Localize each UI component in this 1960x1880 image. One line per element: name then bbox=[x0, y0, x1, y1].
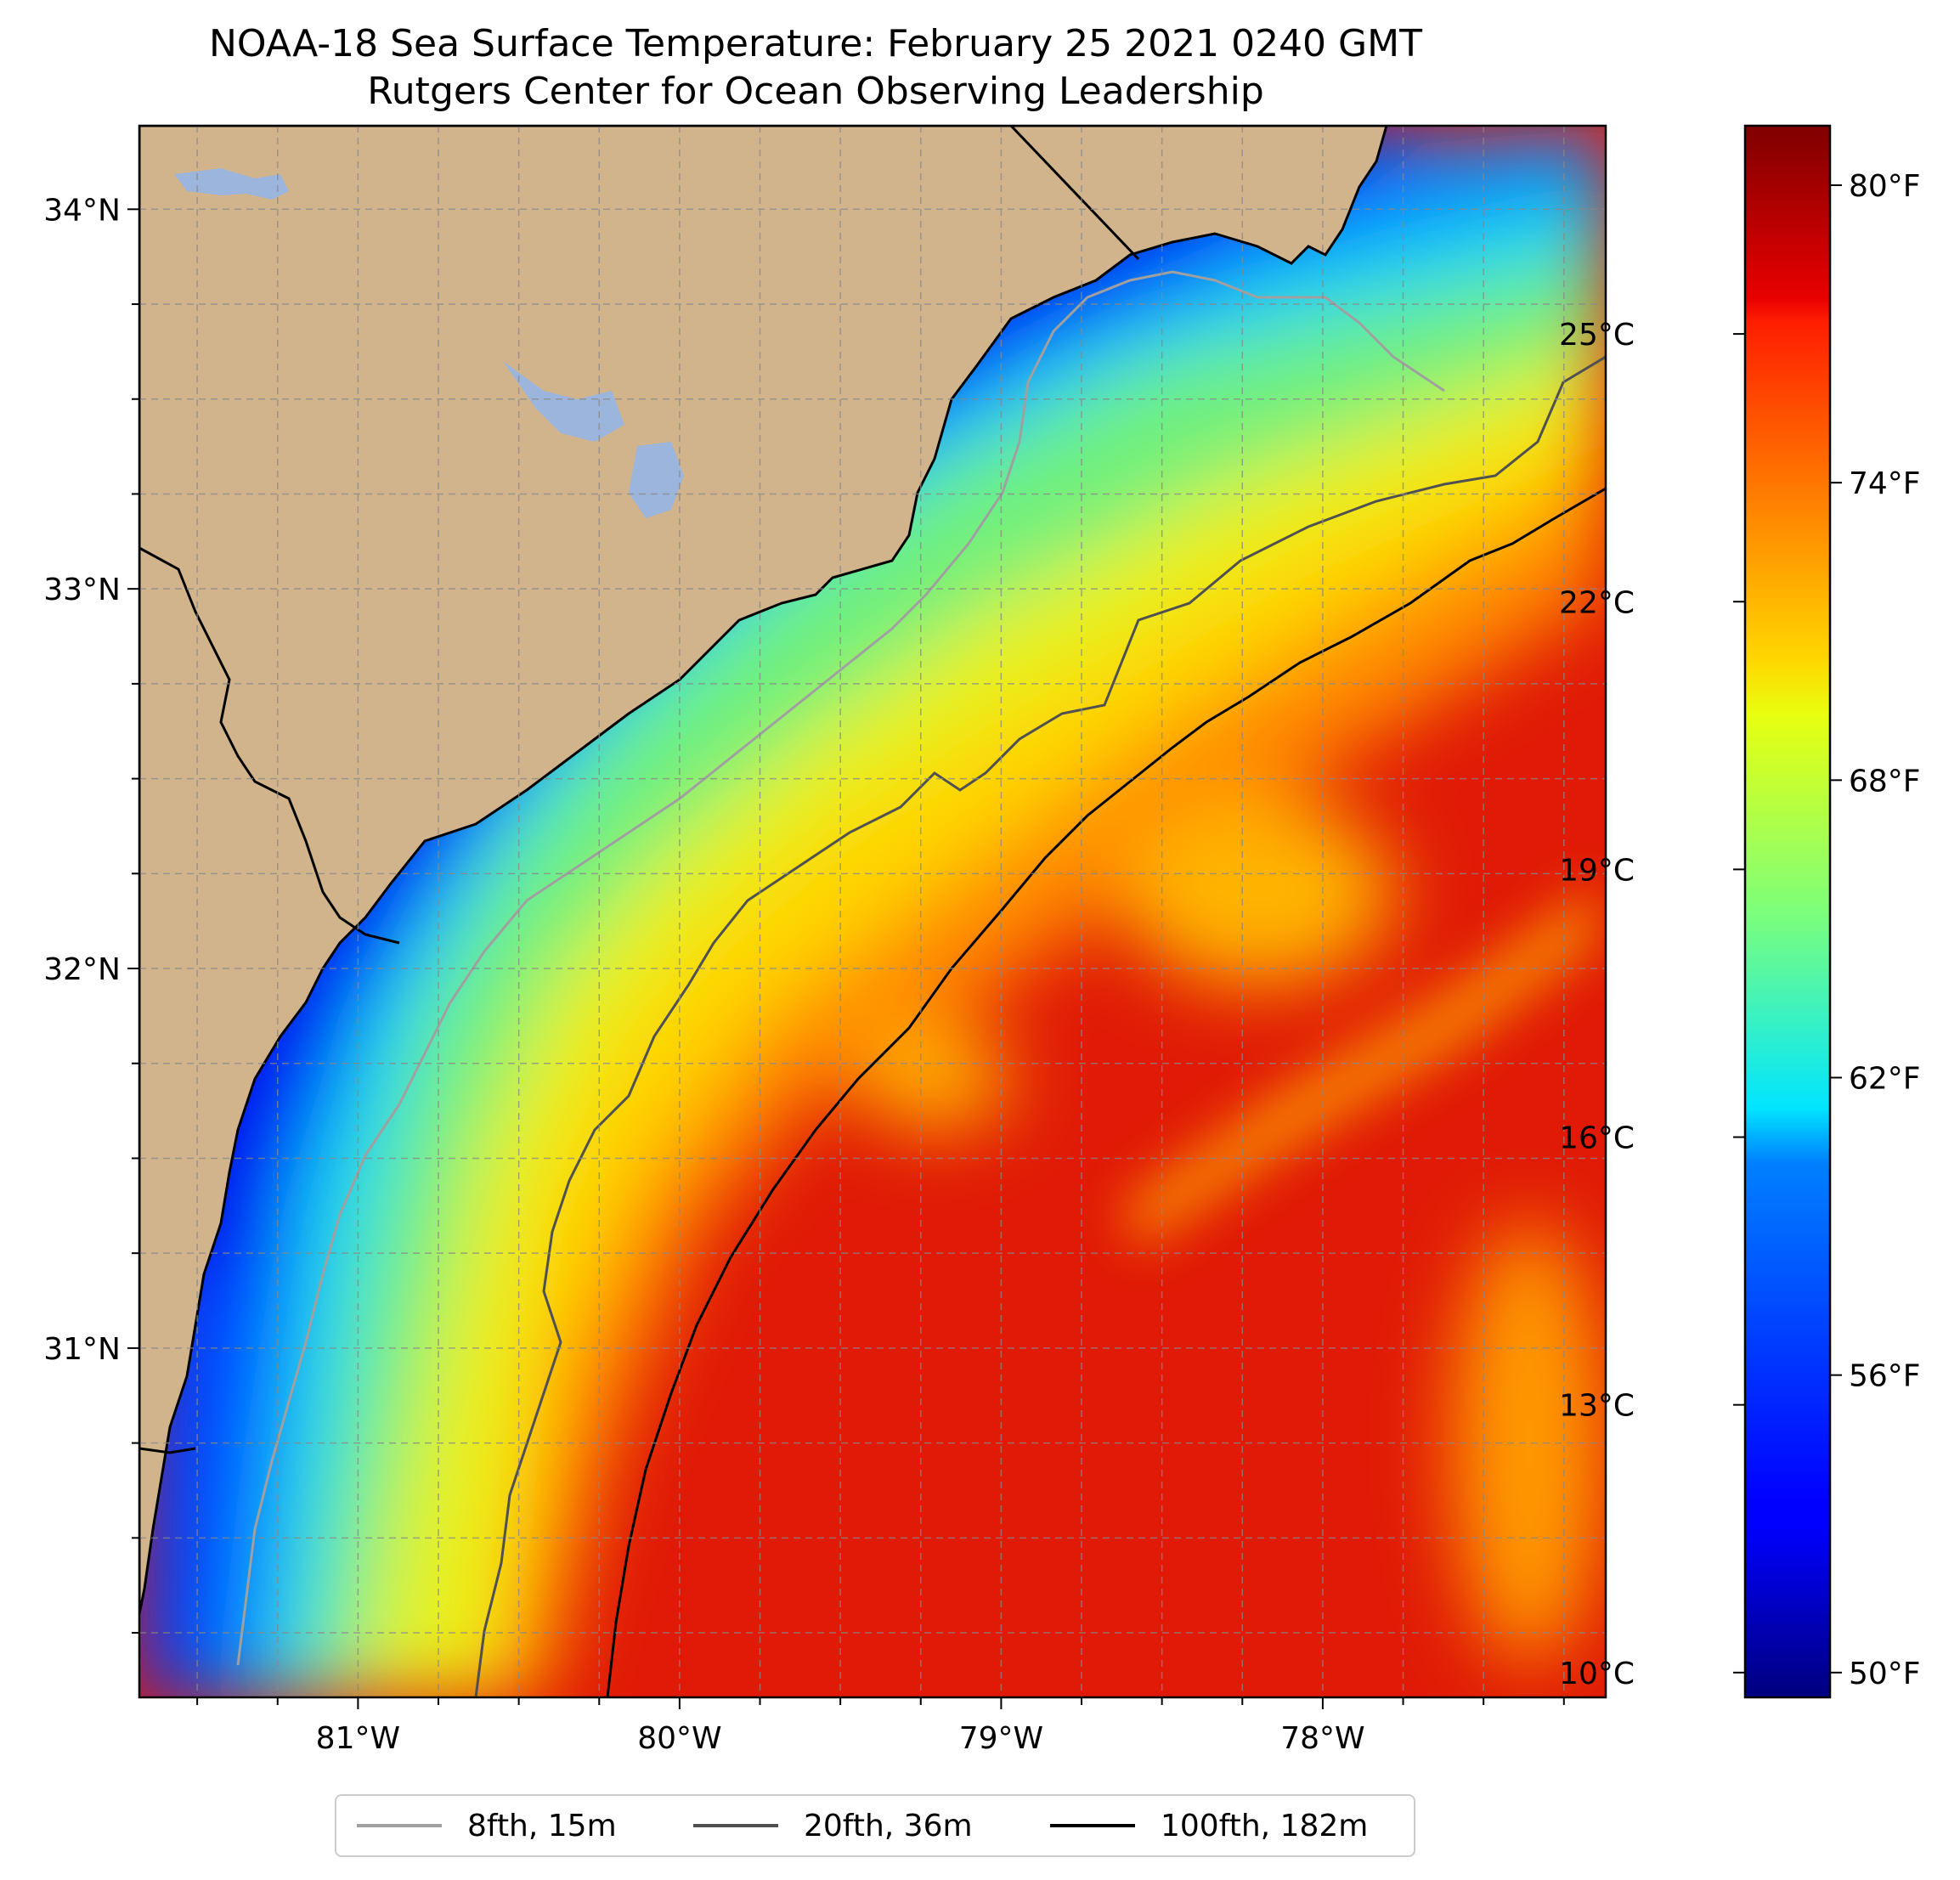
chart-title: NOAA-18 Sea Surface Temperature: Februar… bbox=[209, 22, 1422, 65]
y-tick-label: 33°N bbox=[43, 573, 121, 607]
x-tick-label: 78°W bbox=[1280, 1721, 1364, 1756]
chart-subtitle: Rutgers Center for Ocean Observing Leade… bbox=[367, 70, 1264, 113]
gridlines bbox=[139, 126, 1606, 1697]
colorbar-c-label: 16°C bbox=[1559, 1121, 1635, 1156]
lake bbox=[174, 168, 289, 200]
legend-swatch bbox=[693, 1824, 778, 1827]
colorbar-c-label: 10°C bbox=[1559, 1657, 1635, 1691]
legend-item-20fth: 20fth, 36m bbox=[693, 1796, 973, 1855]
x-tick-label: 81°W bbox=[316, 1721, 400, 1756]
lake bbox=[503, 361, 624, 442]
legend-swatch bbox=[1050, 1824, 1135, 1827]
map-body bbox=[139, 126, 1606, 1697]
colorbar-f-label: 62°F bbox=[1849, 1062, 1921, 1097]
bathymetry-100fth bbox=[606, 487, 1606, 1697]
colorbar: 50°F 56°F 62°F 68°F 74°F 80°F 10°C 13°C 16°C 19°C… bbox=[1559, 124, 1921, 1699]
colorbar-ticks: 50°F 56°F 62°F 68°F 74°F 80°F 10°C 13°C 16°C 19°C… bbox=[1559, 169, 1920, 1691]
colorbar-f-label: 68°F bbox=[1849, 764, 1921, 799]
colorbar-f-label: 74°F bbox=[1849, 466, 1921, 501]
colorbar-c-label: 25°C bbox=[1559, 318, 1635, 353]
legend-label: 20fth, 36m bbox=[804, 1808, 973, 1843]
lake bbox=[629, 442, 684, 518]
y-tick-label: 32°N bbox=[43, 952, 121, 987]
legend-label: 100fth, 182m bbox=[1161, 1808, 1369, 1843]
y-tick-label: 34°N bbox=[43, 193, 121, 228]
bathymetry-8fth bbox=[236, 270, 1445, 1666]
legend-item-100fth: 100fth, 182m bbox=[1050, 1796, 1368, 1855]
x-tick-label: 79°W bbox=[959, 1721, 1043, 1756]
legend-swatch bbox=[357, 1824, 442, 1827]
colorbar-f-label: 50°F bbox=[1849, 1657, 1921, 1691]
map-frame bbox=[138, 124, 1607, 1699]
colorbar-scale bbox=[1743, 124, 1832, 1699]
colorbar-c-label: 13°C bbox=[1559, 1389, 1635, 1424]
colorbar-c-label: 22°C bbox=[1559, 585, 1635, 620]
state-borders bbox=[139, 126, 1140, 1454]
bathymetry-20fth bbox=[474, 355, 1606, 1697]
y-tick-label: 31°N bbox=[43, 1332, 121, 1367]
colorbar-f-label: 80°F bbox=[1849, 169, 1921, 204]
legend: 8fth, 15m 20fth, 36m 100fth, 182m bbox=[335, 1794, 1415, 1857]
legend-item-8fth: 8fth, 15m bbox=[357, 1796, 617, 1855]
colorbar-c-label: 19°C bbox=[1559, 853, 1635, 888]
x-tick-label: 80°W bbox=[637, 1721, 721, 1756]
legend-label: 8fth, 15m bbox=[467, 1808, 617, 1843]
axis-ticks: 81°W 80°W 79°W 78°W 31°N 32°N 33°N 34°N bbox=[43, 193, 1565, 1756]
cloud-noise-streak bbox=[1121, 884, 1597, 1249]
colorbar-f-label: 56°F bbox=[1849, 1359, 1921, 1394]
